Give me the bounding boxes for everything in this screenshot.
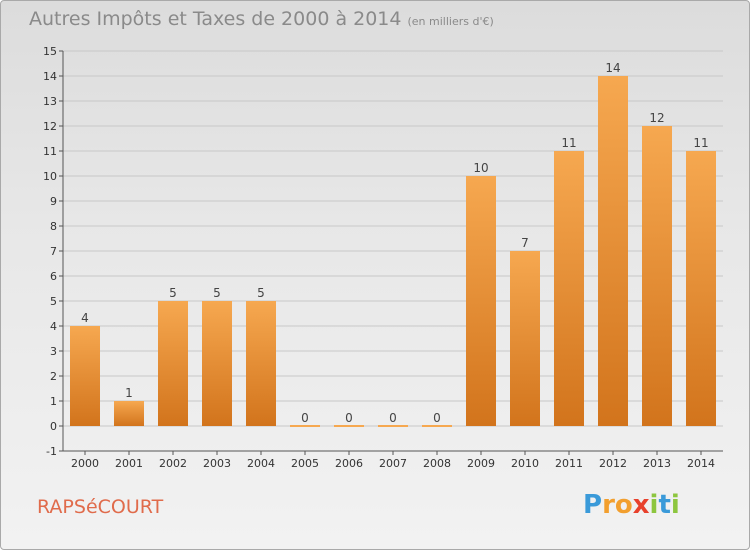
y-tick-label: 4: [50, 320, 57, 333]
y-tick-label: 13: [43, 95, 57, 108]
proxiti-logo: Proxiti: [583, 490, 680, 520]
logo-letter: t: [658, 490, 671, 520]
bar-value-label: 4: [81, 311, 89, 325]
bar-value-label: 0: [345, 411, 353, 425]
y-tick-label: 2: [50, 370, 57, 383]
y-tick-label: -1: [46, 445, 57, 458]
bar-value-label: 5: [213, 286, 221, 300]
bar: [554, 151, 584, 426]
x-tick-label: 2014: [687, 457, 715, 470]
chart-unit: (en milliers d'€): [407, 15, 494, 28]
y-tick-label: 3: [50, 345, 57, 358]
y-tick-label: 7: [50, 245, 57, 258]
bar-value-label: 12: [649, 111, 664, 125]
bar: [466, 176, 496, 426]
bar-value-label: 5: [169, 286, 177, 300]
x-tick-label: 2003: [203, 457, 231, 470]
logo-letter: P: [583, 490, 603, 520]
bar-value-label: 7: [521, 236, 529, 250]
x-tick-label: 2001: [115, 457, 143, 470]
y-tick-label: 10: [43, 170, 57, 183]
logo-letter: i: [649, 490, 659, 520]
bar-value-label: 0: [433, 411, 441, 425]
bar: [378, 425, 408, 427]
bar-value-label: 10: [473, 161, 488, 175]
x-tick-label: 2008: [423, 457, 451, 470]
logo-letter: i: [670, 490, 680, 520]
bar: [510, 251, 540, 426]
x-tick-label: 2004: [247, 457, 275, 470]
bar: [246, 301, 276, 426]
x-tick-label: 2012: [599, 457, 627, 470]
bar-value-label: 0: [389, 411, 397, 425]
chart-title-text: Autres Impôts et Taxes de 2000 à 2014: [29, 8, 402, 30]
y-tick-label: 12: [43, 120, 57, 133]
y-tick-label: 6: [50, 270, 57, 283]
bar: [422, 425, 452, 427]
y-tick-label: 8: [50, 220, 57, 233]
bar: [114, 401, 144, 426]
logo-letter: x: [632, 490, 650, 520]
y-tick-label: 5: [50, 295, 57, 308]
x-tick-label: 2013: [643, 457, 671, 470]
y-tick-label: 0: [50, 420, 57, 433]
x-tick-label: 2005: [291, 457, 319, 470]
y-tick-label: 15: [43, 45, 57, 58]
bar-value-label: 1: [125, 386, 133, 400]
bar-value-label: 11: [561, 136, 576, 150]
logo-letter: r: [602, 490, 615, 520]
chart-title: Autres Impôts et Taxes de 2000 à 2014 (en…: [29, 8, 494, 30]
bar-value-label: 5: [257, 286, 265, 300]
bar: [158, 301, 188, 426]
x-tick-label: 2010: [511, 457, 539, 470]
x-tick-label: 2007: [379, 457, 407, 470]
bar: [686, 151, 716, 426]
x-tick-label: 2009: [467, 457, 495, 470]
bar: [290, 425, 320, 427]
x-tick-label: 2000: [71, 457, 99, 470]
bar: [598, 76, 628, 426]
y-tick-label: 11: [43, 145, 57, 158]
x-tick-label: 2002: [159, 457, 187, 470]
bar: [202, 301, 232, 426]
x-tick-label: 2006: [335, 457, 363, 470]
y-tick-label: 1: [50, 395, 57, 408]
bar: [334, 425, 364, 427]
logo-letter: o: [614, 490, 633, 520]
bar: [70, 326, 100, 426]
y-tick-label: 14: [43, 70, 57, 83]
bar-value-label: 0: [301, 411, 309, 425]
bar: [642, 126, 672, 426]
commune-name: RAPSéCOURT: [37, 496, 164, 518]
bar-value-label: 11: [693, 136, 708, 150]
x-tick-label: 2011: [555, 457, 583, 470]
bar-value-label: 14: [605, 61, 620, 75]
y-tick-label: 9: [50, 195, 57, 208]
